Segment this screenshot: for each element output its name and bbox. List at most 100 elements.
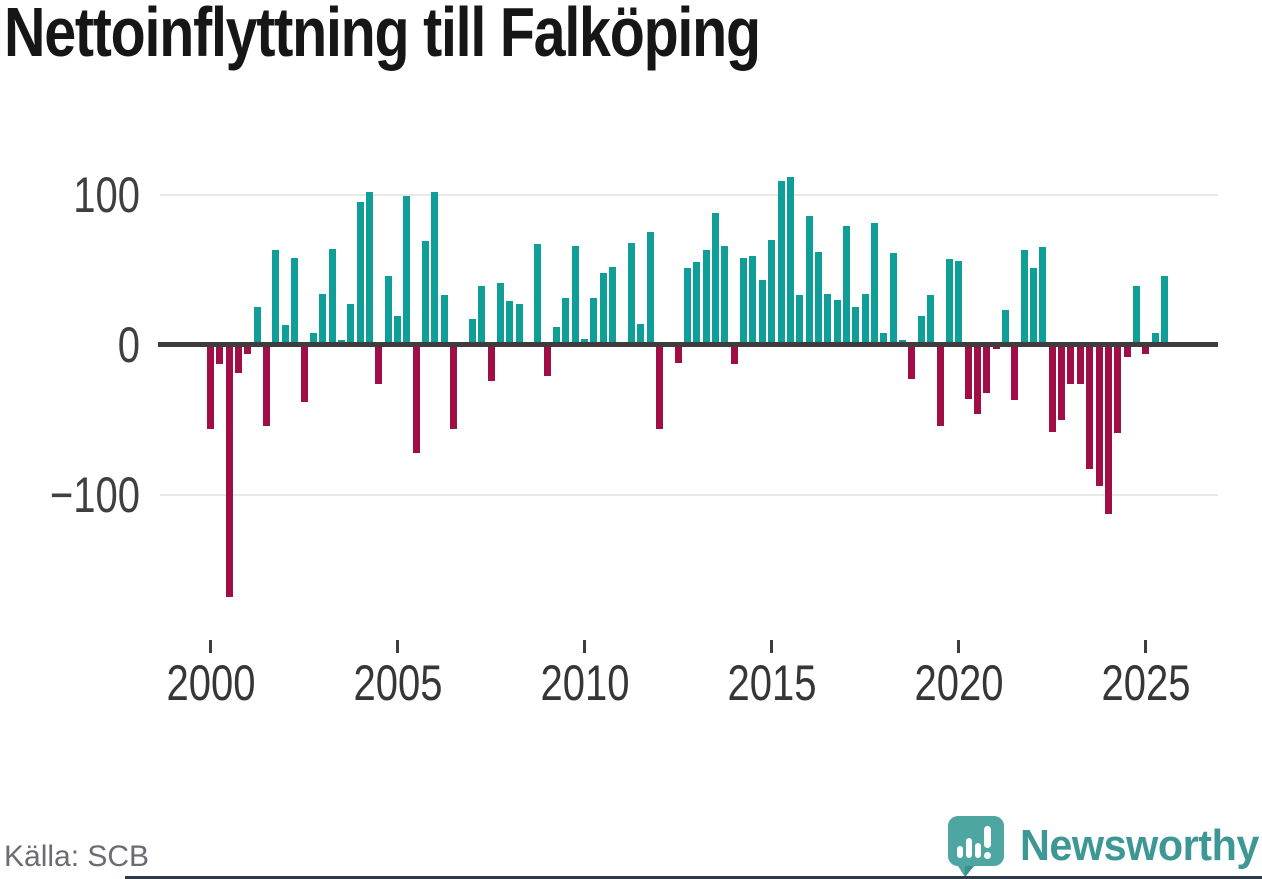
bar-2013-Q2 (703, 250, 710, 345)
bar-2009-Q2 (553, 326, 560, 345)
bar-2016-Q3 (824, 293, 831, 345)
x-axis-label-2025: 2025 (1101, 655, 1191, 711)
y-axis-label: −100 (49, 466, 140, 523)
bar-2012-Q3 (675, 344, 682, 363)
bar-2015-Q2 (778, 181, 785, 345)
bar-2019-Q2 (927, 295, 934, 345)
newsworthy-logo-icon (948, 816, 1004, 877)
bar-2000-Q1 (207, 344, 214, 429)
bar-2020-Q3 (974, 344, 981, 414)
bar-2010-Q4 (609, 266, 616, 345)
bar-2017-Q3 (862, 293, 869, 345)
bar-2019-Q4 (946, 259, 953, 345)
bar-2005-Q2 (403, 196, 410, 345)
bar-2018-Q1 (880, 332, 887, 345)
bar-2018-Q4 (908, 344, 915, 379)
x-axis-tick-2010 (583, 640, 587, 653)
bar-2017-Q2 (852, 307, 859, 345)
bar-2022-Q2 (1039, 247, 1046, 345)
bar-2024-Q4 (1133, 286, 1140, 345)
logo-bar-2 (966, 838, 972, 858)
bar-2006-Q1 (431, 191, 438, 345)
bar-2017-Q1 (843, 226, 850, 345)
bar-2009-Q4 (572, 245, 579, 345)
bar-2010-Q3 (600, 272, 607, 345)
logo-exclamation-dot (984, 852, 991, 859)
bar-2014-Q3 (749, 256, 756, 345)
bottom-progress-strip (125, 876, 1262, 879)
bar-2023-Q2 (1077, 344, 1084, 384)
logo-bar-1 (957, 846, 963, 858)
bar-2004-Q3 (375, 344, 382, 384)
bar-2010-Q2 (590, 298, 597, 345)
bar-2014-Q2 (740, 257, 747, 345)
bar-2006-Q3 (450, 344, 457, 429)
bar-2011-Q4 (647, 232, 654, 345)
bar-2001-Q4 (272, 250, 279, 345)
bar-2003-Q2 (329, 248, 336, 345)
x-axis-zero-line (158, 342, 1218, 347)
bar-2008-Q2 (516, 304, 523, 345)
bar-2008-Q4 (534, 244, 541, 345)
y-axis-label: 0 (117, 316, 140, 373)
bar-2013-Q1 (693, 262, 700, 345)
bar-2024-Q2 (1114, 344, 1121, 433)
x-axis-tick-2005 (396, 640, 400, 653)
bar-2024-Q3 (1124, 344, 1131, 357)
bar-2023-Q4 (1096, 344, 1103, 486)
bar-2002-Q3 (301, 344, 308, 402)
bar-2020-Q2 (965, 344, 972, 399)
bar-2002-Q4 (310, 332, 317, 345)
bar-2021-Q4 (1021, 250, 1028, 345)
x-axis-label-2015: 2015 (727, 655, 817, 711)
bar-2014-Q1 (731, 344, 738, 364)
bar-2004-Q1 (357, 202, 364, 345)
bar-2004-Q2 (366, 191, 373, 345)
bar-2015-Q1 (768, 239, 775, 345)
bar-2005-Q3 (413, 344, 420, 453)
bar-2016-Q4 (834, 299, 841, 345)
bar-2007-Q4 (497, 283, 504, 345)
bar-2013-Q3 (712, 212, 719, 345)
gridline--100 (160, 493, 1218, 496)
logo-exclamation-stem (984, 826, 991, 848)
bar-2002-Q1 (282, 325, 289, 345)
bar-2009-Q1 (544, 344, 551, 376)
bar-2023-Q3 (1086, 344, 1093, 469)
bar-2024-Q1 (1105, 344, 1112, 514)
bar-2016-Q1 (806, 215, 813, 345)
bar-2025-Q2 (1152, 332, 1159, 345)
bar-2011-Q3 (637, 323, 644, 345)
source-label: Källa: SCB (4, 840, 150, 873)
bar-2007-Q1 (469, 319, 476, 345)
x-axis-tick-2000 (209, 640, 212, 653)
y-axis-label: 100 (73, 166, 140, 223)
bar-2012-Q4 (684, 268, 691, 345)
bar-2020-Q4 (983, 344, 990, 393)
bar-2018-Q2 (890, 253, 897, 345)
bar-2010-Q1 (581, 338, 588, 345)
bar-2006-Q2 (441, 295, 448, 345)
bar-2020-Q1 (955, 260, 962, 345)
bar-2013-Q4 (721, 245, 728, 345)
bar-2000-Q4 (235, 344, 242, 373)
bar-2002-Q2 (291, 257, 298, 345)
bar-2016-Q2 (815, 251, 822, 345)
bar-2007-Q2 (478, 286, 485, 345)
bar-2021-Q2 (1002, 310, 1009, 345)
bar-2001-Q1 (244, 344, 251, 354)
bar-2000-Q2 (216, 344, 223, 364)
bar-2005-Q1 (394, 316, 401, 345)
x-axis-label-2020: 2020 (914, 655, 1004, 711)
bar-2009-Q3 (562, 298, 569, 345)
bar-2025-Q1 (1142, 344, 1149, 354)
bar-2003-Q1 (319, 293, 326, 345)
newsworthy-wordmark: Newsworthy (1020, 821, 1259, 870)
bar-2019-Q1 (918, 316, 925, 345)
x-axis-label-2005: 2005 (353, 655, 443, 711)
bar-2017-Q4 (871, 223, 878, 345)
bar-2001-Q2 (254, 307, 261, 345)
bar-2022-Q1 (1030, 268, 1037, 345)
bar-2008-Q1 (506, 301, 513, 345)
